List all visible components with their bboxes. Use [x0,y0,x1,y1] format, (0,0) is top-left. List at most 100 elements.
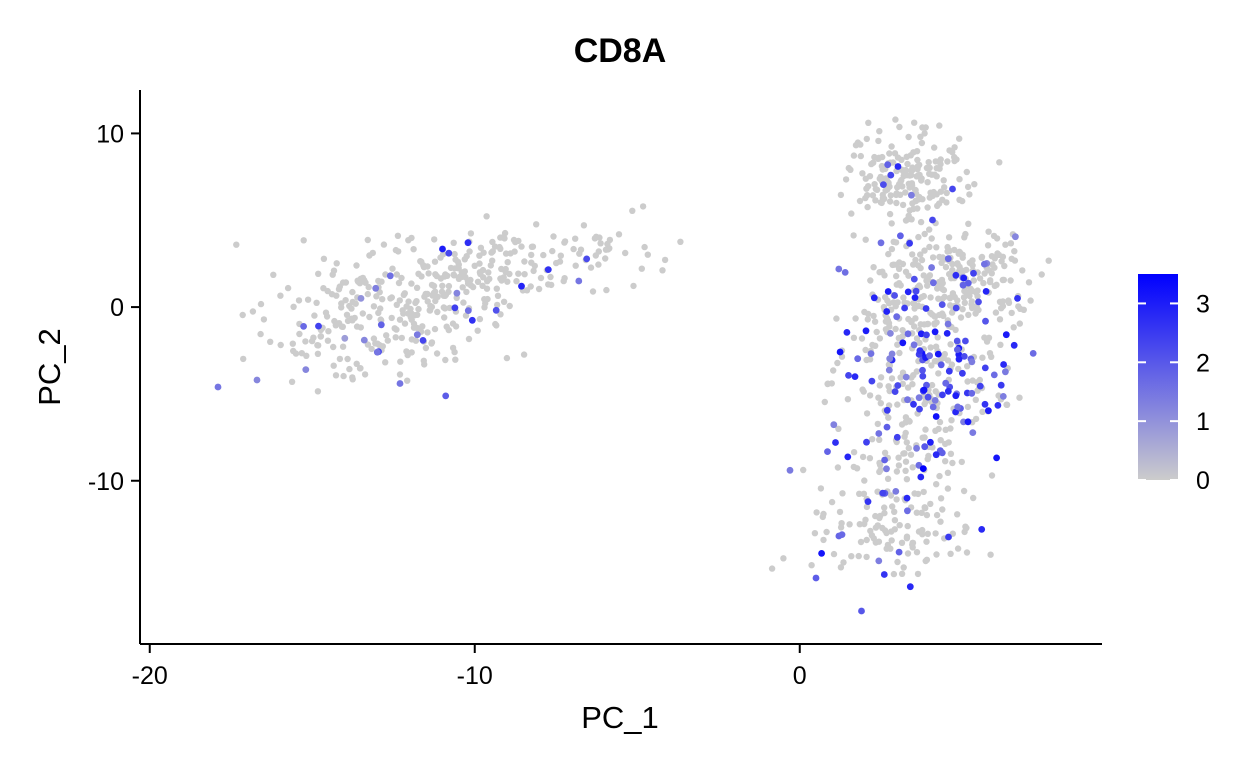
data-point [868,160,875,168]
data-point [412,337,420,344]
data-point-expressed [868,377,876,385]
data-point [595,261,602,268]
data-point [863,553,870,561]
data-point-expressed [442,392,450,400]
data-point-expressed [944,255,952,263]
data-point [871,153,878,161]
colorbar-tick-label: 3 [1196,290,1210,318]
data-point [884,541,892,549]
data-point [837,191,845,199]
data-point [865,119,872,127]
data-point [959,306,966,313]
data-point-expressed [981,260,988,268]
data-point [963,266,970,274]
data-point [501,229,509,237]
data-point [1015,303,1022,310]
data-point [974,287,981,294]
data-point [872,197,879,204]
data-point-expressed [858,607,865,615]
data-point [967,259,974,266]
data-point [857,141,864,148]
data-point [820,536,827,544]
data-point [315,270,322,277]
data-point-expressed [916,347,924,354]
data-point-expressed [943,330,951,337]
data-point-expressed [835,265,843,273]
data-point [839,490,846,497]
data-point-expressed [921,443,929,451]
data-point [833,315,840,322]
y-tick-label: -10 [88,468,124,496]
data-point-expressed [786,466,794,474]
color-legend: 0 1 2 3 [1138,274,1210,495]
data-point [320,285,327,292]
data-point [443,323,450,330]
data-point [915,302,922,310]
data-point [561,238,569,245]
data-point [277,341,284,349]
data-point [877,400,884,407]
data-point [956,135,963,142]
data-point [942,426,949,433]
data-point [900,294,907,301]
data-point [922,504,929,512]
data-point-expressed [341,334,349,342]
data-point [903,533,911,540]
data-point-expressed [880,571,888,578]
data-point [878,162,886,170]
data-point [497,275,504,282]
data-point [914,570,922,578]
data-point [602,246,610,253]
data-point [489,248,496,255]
data-point [981,270,988,277]
data-point [290,347,297,355]
colorbar [1138,274,1178,480]
data-point-expressed [982,317,989,325]
data-point [420,263,428,271]
data-point [375,277,382,285]
data-point [290,303,297,310]
data-point-expressed [464,239,472,247]
data-point [903,439,910,446]
data-point [485,269,492,276]
data-point [908,216,915,223]
data-point [466,248,473,255]
data-point-expressed [908,191,915,199]
data-point [442,356,449,364]
data-point [303,352,310,359]
data-point [931,321,938,328]
data-point [923,538,930,545]
data-point [885,179,892,187]
data-point [677,238,684,245]
data-point-expressed [875,557,883,565]
data-point [988,353,995,360]
data-point [503,354,511,362]
data-point [919,531,926,538]
data-point [909,251,916,258]
data-point [604,240,611,248]
data-point [916,171,923,179]
data-point [433,350,441,357]
data-point [858,335,866,342]
data-point [401,290,408,297]
data-point [395,248,402,255]
data-point-expressed [910,341,918,349]
data-point [935,295,942,302]
data-point [924,530,931,537]
data-point-expressed [214,383,222,391]
data-point-expressed [927,438,934,446]
data-point [366,252,373,259]
data-point [927,294,934,301]
data-point [919,196,926,203]
data-point [314,388,322,395]
data-point [556,258,564,265]
data-point-expressed [916,405,923,413]
data-point [439,282,446,289]
data-point [513,278,520,285]
data-point-expressed [396,380,404,387]
data-point-expressed [302,366,310,373]
data-point [913,368,920,375]
data-point [1025,279,1033,286]
data-point [493,285,500,292]
